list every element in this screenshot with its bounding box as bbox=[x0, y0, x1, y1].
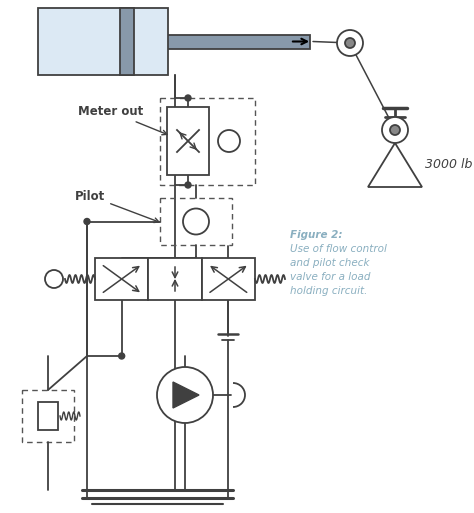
Circle shape bbox=[382, 117, 408, 143]
Circle shape bbox=[118, 353, 125, 359]
Text: and pilot check: and pilot check bbox=[290, 258, 370, 268]
Bar bbox=[160, 98, 255, 185]
Circle shape bbox=[185, 182, 191, 188]
Bar bbox=[38, 8, 168, 75]
Circle shape bbox=[185, 95, 191, 101]
Circle shape bbox=[218, 130, 240, 152]
Circle shape bbox=[337, 30, 363, 56]
Text: Pilot: Pilot bbox=[75, 189, 159, 223]
Polygon shape bbox=[173, 382, 199, 408]
Bar bbox=[148, 258, 201, 300]
Text: Meter out: Meter out bbox=[78, 105, 167, 135]
Bar bbox=[38, 402, 58, 430]
Bar bbox=[120, 8, 134, 75]
Text: 3000 lb: 3000 lb bbox=[425, 159, 473, 171]
Text: Figure 2:: Figure 2: bbox=[290, 230, 343, 240]
Circle shape bbox=[390, 125, 400, 135]
Polygon shape bbox=[368, 143, 422, 187]
Text: holding circuit.: holding circuit. bbox=[290, 286, 367, 296]
Bar bbox=[160, 198, 232, 245]
Text: Use of flow control: Use of flow control bbox=[290, 244, 387, 254]
Bar bbox=[134, 34, 310, 49]
Bar bbox=[167, 107, 209, 175]
Circle shape bbox=[183, 208, 209, 234]
Bar bbox=[201, 258, 255, 300]
Circle shape bbox=[45, 270, 63, 288]
Circle shape bbox=[345, 38, 355, 48]
Text: valve for a load: valve for a load bbox=[290, 272, 371, 282]
Bar bbox=[95, 258, 148, 300]
Bar bbox=[22, 390, 74, 442]
Circle shape bbox=[157, 367, 213, 423]
Circle shape bbox=[84, 219, 90, 225]
